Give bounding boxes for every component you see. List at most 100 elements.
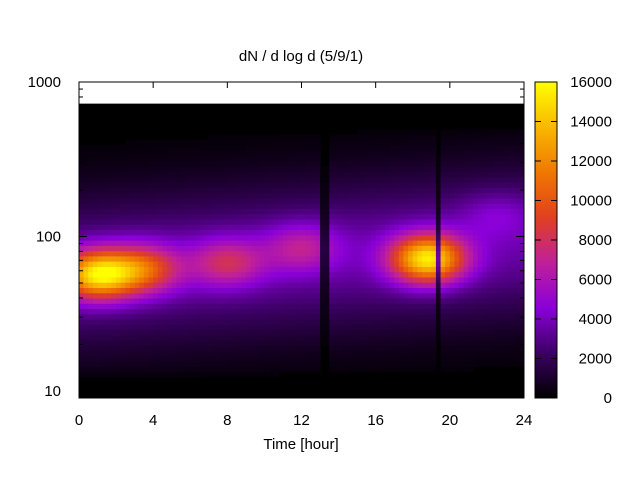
heatmap-cell [83,187,89,194]
heatmap-cell [366,182,372,188]
heatmap-cell [180,208,187,215]
heatmap-cell [171,176,177,183]
heatmap-cell [366,139,372,146]
heatmap-cell [79,240,85,246]
heatmap-cell [97,366,103,373]
heatmap-cell [505,224,511,231]
heatmap-cell [241,155,247,162]
heatmap-cell [431,261,437,267]
heatmap-cell [190,319,196,325]
heatmap-cell [171,229,177,236]
heatmap-cell [514,192,520,199]
heatmap-cell [278,261,284,267]
heatmap-cell [176,334,182,341]
heatmap-cell [176,155,182,162]
heatmap-cell [371,208,377,215]
heatmap-cell [398,255,405,262]
heatmap-cell [329,361,335,367]
heatmap-cell [199,282,205,288]
heatmap-cell [417,276,423,283]
heatmap-cell [185,313,191,320]
heatmap-cell [338,213,344,220]
heatmap-cell [139,208,145,215]
heatmap-cell [218,345,224,352]
heatmap-cell [102,292,108,299]
heatmap-cell [398,171,405,178]
heatmap-cell [231,287,238,294]
heatmap-cell [296,266,303,273]
heatmap-cell [315,319,321,325]
heatmap-cell [338,139,344,146]
heatmap-cell [440,192,446,199]
heatmap-cell [180,171,187,178]
y-tick-label: 100 [36,228,61,245]
heatmap-cell [496,182,502,188]
heatmap-cell [190,324,196,331]
heatmap-cell [190,340,196,346]
heatmap-cell [236,192,242,199]
heatmap-cell [250,203,256,209]
heatmap-cell [218,334,224,341]
heatmap-cell [292,192,298,199]
heatmap-cell [371,266,377,273]
heatmap-cell [422,166,428,173]
heatmap-cell [477,245,483,252]
heatmap-cell [408,134,414,141]
heatmap-cell [477,197,483,204]
heatmap-cell [435,329,442,336]
heatmap-cell [153,234,159,241]
heatmap-cell [236,271,242,278]
heatmap-cell [510,292,516,299]
heatmap-cell [255,313,261,320]
heatmap-cell [357,171,363,178]
heatmap-cell [269,350,275,357]
heatmap-cell [482,355,488,362]
heatmap-cell [352,208,358,215]
heatmap-cell [190,361,196,367]
heatmap-cell [338,176,344,183]
heatmap-cell [255,245,261,252]
heatmap-cell [384,292,391,299]
heatmap-cell [422,229,428,236]
heatmap-cell [371,334,377,341]
heatmap-cell [477,271,483,278]
heatmap-cell [245,371,252,378]
heatmap-cell [338,229,344,236]
heatmap-cell [111,213,117,220]
heatmap-cell [514,134,520,141]
heatmap-cell [139,266,145,273]
heatmap-cell [218,324,224,331]
heatmap-cell [259,245,266,252]
heatmap-cell [371,361,377,367]
heatmap-cell [227,150,233,157]
heatmap-cell [431,129,437,136]
heatmap-cell [459,255,465,262]
heatmap-cell [292,313,298,320]
heatmap-cell [347,271,354,278]
heatmap-cell [171,319,177,325]
heatmap-cell [357,245,363,252]
heatmap-cell [106,350,113,357]
heatmap-cell [287,187,293,194]
heatmap-cell [125,324,131,331]
heatmap-cell [301,150,307,157]
heatmap-cell [496,261,502,267]
heatmap-cell [208,171,215,178]
heatmap-cell [97,224,103,231]
heatmap-cell [292,355,298,362]
heatmap-cell [134,182,140,188]
heatmap-cell [269,176,275,183]
heatmap-cell [134,171,140,178]
heatmap-cell [162,287,168,294]
heatmap-cell [116,266,122,273]
heatmap-cell [408,282,414,288]
heatmap-cell [394,271,400,278]
heatmap-cell [282,329,289,336]
heatmap-cell [473,139,479,146]
heatmap-cell [519,224,524,231]
heatmap-cell [463,224,469,231]
heatmap-cell [259,366,266,373]
heatmap-cell [167,176,173,183]
heatmap-cell [449,134,456,141]
heatmap-cell [315,361,321,367]
